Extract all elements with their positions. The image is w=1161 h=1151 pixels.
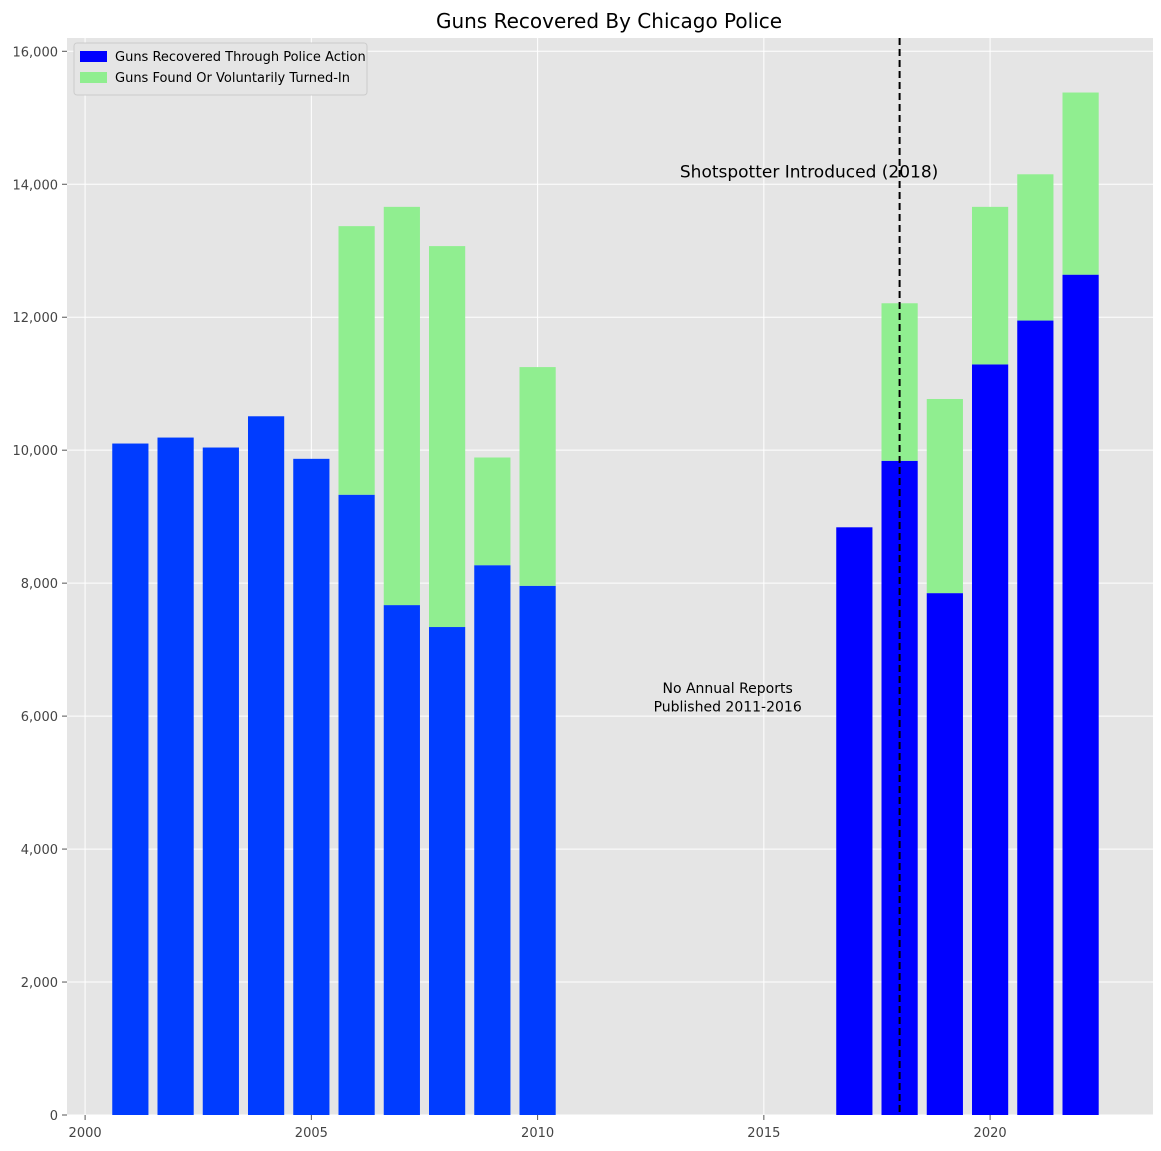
y-tick-label: 2,000 (21, 976, 58, 991)
bar-police-action-2001 (112, 443, 149, 1115)
bar-found-turned-in-2021 (1017, 174, 1054, 321)
y-tick-label: 6,000 (21, 710, 58, 725)
y-tick-label: 16,000 (13, 45, 59, 60)
bar-police-action-2007 (383, 605, 420, 1115)
x-tick-label: 2015 (747, 1126, 780, 1141)
annotation-no-reports: No Annual Reports (662, 681, 792, 697)
bar-police-action-2021 (1017, 320, 1054, 1116)
bar-police-action-2017 (836, 527, 873, 1115)
bar-police-action-2020 (972, 364, 1009, 1115)
legend-swatch (80, 72, 107, 83)
bar-police-action-2008 (429, 627, 466, 1115)
bar-found-turned-in-2022 (1062, 92, 1099, 275)
ticks: 0 2,000 4,000 6,000 8,000 10,000 12,000 14,000 1… (13, 45, 1007, 1141)
x-tick-label: 2020 (974, 1126, 1007, 1141)
x-tick-label: 2000 (69, 1126, 102, 1141)
y-tick-label: 14,000 (13, 178, 59, 193)
annotation-shotspotter: Shotspotter Introduced (2018) (680, 163, 938, 183)
y-tick-label: 0 (50, 1109, 58, 1124)
bar-found-turned-in-2006 (338, 226, 375, 495)
bar-found-turned-in-2010 (519, 367, 556, 586)
bar-found-turned-in-2007 (383, 206, 420, 606)
bar-police-action-2004 (248, 416, 285, 1115)
y-tick-label: 4,000 (21, 843, 58, 858)
bar-police-action-2002 (157, 437, 194, 1115)
legend-swatch (80, 51, 107, 62)
y-tick-label: 8,000 (21, 577, 58, 592)
bar-police-action-2022 (1062, 274, 1099, 1115)
annotation-no-reports: Published 2011-2016 (654, 699, 802, 715)
bar-police-action-2005 (293, 458, 330, 1116)
legend-label: Guns Found Or Voluntarily Turned-In (115, 71, 350, 86)
annotations: Shotspotter Introduced (2018) No Annual R… (654, 163, 939, 716)
bar-police-action-2019 (926, 593, 963, 1115)
legend: Guns Recovered Through Police Action Guns… (73, 42, 368, 96)
chart-title: Guns Recovered By Chicago Police (436, 9, 782, 33)
bar-found-turned-in-2008 (429, 246, 466, 628)
bar-found-turned-in-2009 (474, 457, 511, 566)
bar-police-action-2006 (338, 494, 375, 1115)
y-tick-label: 12,000 (13, 311, 59, 326)
x-tick-label: 2010 (521, 1126, 554, 1141)
bar-found-turned-in-2019 (926, 398, 963, 594)
x-tick-label: 2005 (295, 1126, 328, 1141)
bars (112, 92, 1099, 1116)
y-tick-label: 10,000 (13, 444, 59, 459)
bar-police-action-2010 (519, 585, 556, 1115)
legend-label: Guns Recovered Through Police Action (115, 50, 366, 65)
legend-box (73, 42, 368, 96)
bar-police-action-2009 (474, 565, 511, 1115)
bar-police-action-2003 (202, 447, 239, 1115)
bar-found-turned-in-2020 (972, 206, 1009, 365)
